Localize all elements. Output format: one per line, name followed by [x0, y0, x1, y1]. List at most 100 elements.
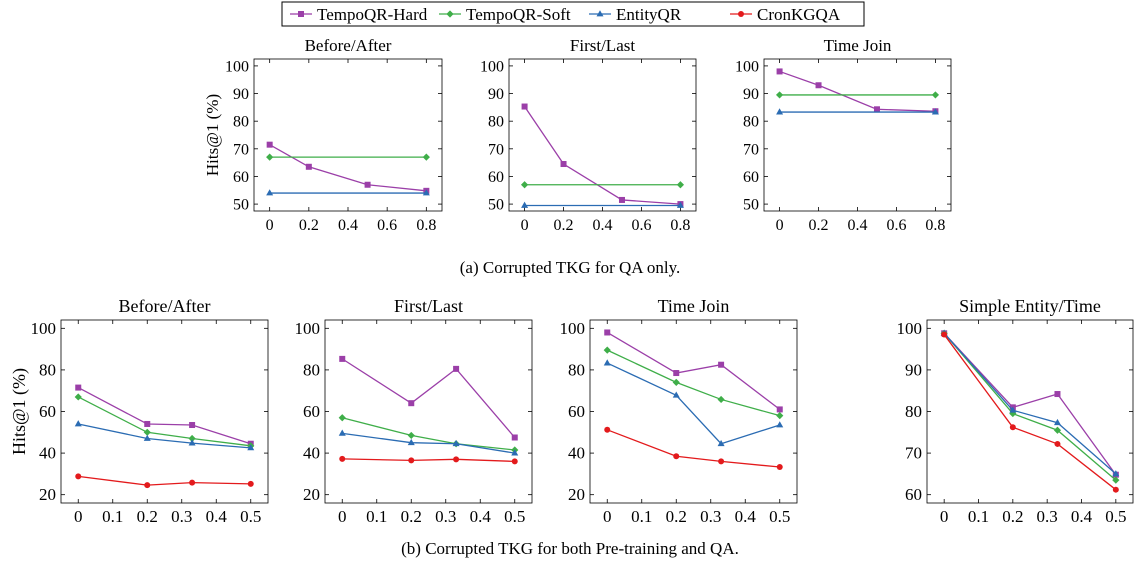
series-line-tempoqr-soft	[606, 349, 780, 417]
x-tick-label: 0.6	[631, 217, 651, 234]
x-tick-label: 0.4	[470, 507, 492, 526]
legend-marker	[298, 11, 304, 17]
x-tick-label: 0.1	[631, 507, 652, 526]
data-point-entityqr	[676, 201, 684, 208]
y-tick-label: 100	[897, 319, 923, 338]
plot-frame	[324, 319, 533, 504]
data-point-entityqr	[511, 449, 519, 456]
y-tick-label: 80	[233, 114, 249, 131]
data-point-cronkgqa	[144, 482, 151, 489]
legend-label-entityqr: EntityQR	[616, 5, 682, 24]
data-point-entityqr	[422, 189, 430, 196]
x-tick-label: 0.2	[401, 507, 422, 526]
series-tempoqr-soft	[520, 181, 685, 189]
data-point-tempoqr-hard	[776, 406, 783, 413]
data-point-entityqr	[931, 108, 939, 115]
data-point-tempoqr-hard	[453, 365, 460, 372]
x-tick-label: 0.2	[299, 217, 319, 234]
y-tick-label: 100	[295, 319, 321, 338]
chart-title: Simple Entity/Time	[959, 296, 1101, 316]
chart-b-first-last: First/Last 20 40 60 80 100 0 0.1 0.2 0.3 0.4 0.5	[295, 296, 533, 526]
x-tick-label: 0.4	[593, 217, 613, 234]
chart-b-simple-entity-time: Simple Entity/Time 60 70 80 90 100 0 0.1 0.2 0.3 0…	[897, 296, 1134, 526]
x-tick-label: 0.5	[240, 507, 261, 526]
data-point-tempoqr-soft	[1112, 476, 1120, 484]
y-tick-label: 100	[480, 58, 504, 75]
y-tick-label: 100	[560, 319, 586, 338]
data-point-tempoqr-hard	[521, 103, 528, 110]
data-point-cronkgqa	[718, 458, 725, 465]
series-tempoqr-hard	[266, 141, 430, 194]
x-tick-label: 0	[776, 217, 784, 234]
data-point-tempoqr-hard	[75, 384, 82, 391]
x-tick-label: 0.4	[1071, 507, 1093, 526]
data-point-tempoqr-soft	[143, 428, 151, 436]
legend-item-entityqr: EntityQR	[589, 5, 682, 24]
x-tick-label: 0	[940, 507, 949, 526]
y-tick-label: 20	[568, 485, 585, 504]
data-point-cronkgqa	[1054, 440, 1061, 447]
data-point-tempoqr-soft	[717, 395, 725, 404]
data-point-tempoqr-soft	[775, 91, 784, 99]
data-point-tempoqr-hard	[815, 82, 822, 89]
y-tick-label: 80	[743, 114, 759, 131]
data-point-cronkgqa	[511, 458, 518, 465]
x-tick-label: 0.1	[968, 507, 989, 526]
series-tempoqr-hard	[604, 329, 783, 413]
legend-marker	[596, 10, 604, 17]
x-tick-label: 0.2	[666, 507, 687, 526]
legend-label-cronkgqa: CronKGQA	[757, 5, 841, 24]
series-tempoqr-soft	[603, 346, 784, 420]
x-tick-label: 0	[338, 507, 347, 526]
data-point-tempoqr-hard	[1054, 391, 1061, 398]
y-tick-label: 80	[303, 360, 320, 379]
chart-b-before-after: Before/After 20 40 60 80 100 0 0.1 0.2 0.3 0.4 0.5 H…	[9, 296, 269, 526]
series-line-tempoqr-hard	[269, 144, 427, 192]
x-tick-label: 0	[266, 217, 274, 234]
data-point-entityqr	[143, 434, 151, 441]
data-point-entityqr	[188, 439, 196, 446]
data-point-cronkgqa	[453, 456, 460, 463]
data-point-tempoqr-hard	[560, 161, 567, 168]
data-point-entityqr	[521, 201, 529, 208]
y-tick-label: 60	[905, 485, 922, 504]
series-line-entityqr	[342, 432, 515, 454]
series-line-tempoqr-soft	[342, 417, 515, 451]
x-tick-label: 0.3	[1037, 507, 1058, 526]
y-tick-label: 20	[39, 485, 56, 504]
legend-marker	[738, 11, 744, 17]
series-entityqr	[338, 429, 519, 456]
data-point-tempoqr-hard	[266, 141, 273, 148]
series-cronkgqa	[604, 426, 783, 471]
legend: TempoQR-Hard TempoQR-Soft EntityQR CronKGQA	[281, 1, 865, 27]
data-point-entityqr	[672, 391, 680, 398]
caption-b: (b) Corrupted TKG for both Pre-training …	[401, 539, 739, 558]
legend-marker	[446, 10, 454, 18]
y-tick-label: 70	[233, 141, 249, 158]
y-tick-label: 90	[743, 86, 759, 103]
x-tick-label: 0	[603, 507, 612, 526]
data-point-tempoqr-soft	[266, 153, 274, 161]
y-tick-label: 60	[233, 169, 249, 186]
y-tick-label: 80	[488, 114, 504, 131]
data-point-tempoqr-hard	[673, 370, 680, 377]
series-entityqr	[521, 201, 684, 208]
x-tick-label: 0.8	[670, 217, 690, 234]
series-tempoqr-hard	[776, 68, 939, 115]
y-tick-label: 60	[303, 402, 320, 421]
y-tick-label: 90	[905, 360, 922, 379]
chart-title: Time Join	[824, 36, 892, 55]
series-line-entityqr	[606, 362, 780, 445]
series-line-tempoqr-hard	[943, 332, 1117, 476]
y-tick-label: 100	[225, 58, 249, 75]
data-point-cronkgqa	[408, 457, 415, 464]
data-point-cronkgqa	[673, 453, 680, 460]
y-tick-label: 60	[568, 402, 585, 421]
series-line-tempoqr-hard	[524, 106, 681, 205]
data-point-tempoqr-hard	[873, 106, 880, 113]
y-tick-label: 70	[743, 141, 759, 158]
y-tick-label: 100	[735, 58, 759, 75]
data-point-tempoqr-hard	[144, 420, 151, 427]
y-tick-label: 60	[743, 169, 759, 186]
